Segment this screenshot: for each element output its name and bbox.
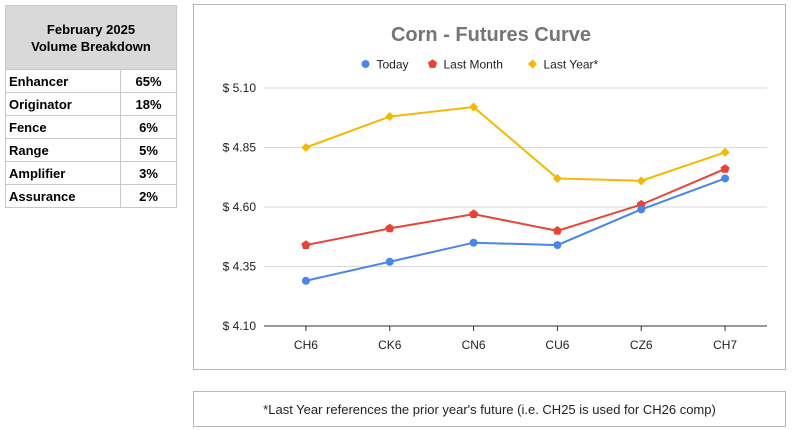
series-line [305,105,726,182]
x-axis: CH6 CK6 CN6 CU6 CZ6 CH7 [294,326,737,352]
legend-label: Last Year* [544,58,599,72]
series-line [305,167,726,247]
row-label: Range [5,138,121,162]
legend-item: Last Month [427,58,503,72]
chart-canvas: Corn - Futures Curve Today Last Month Last… [223,24,767,352]
data-point [637,205,646,214]
chart-legend: Today Last Month Last Year* [361,58,599,72]
table-row: Assurance 2% [5,184,177,208]
legend-marker [427,59,438,68]
row-label: Amplifier [5,161,121,185]
chart-series [301,102,730,285]
row-value: 18% [120,92,177,116]
data-point [385,257,394,266]
data-point [385,112,395,122]
legend-item: Last Year* [528,58,599,72]
x-tick-label: CH6 [294,338,318,352]
x-tick-label: CN6 [462,338,486,352]
legend-label: Today [377,58,409,72]
data-point [301,276,310,285]
chart-grid [264,87,767,327]
row-value: 65% [120,69,177,93]
futures-curve-chart: Corn - Futures Curve Today Last Month Last… [193,4,786,370]
y-tick-label: $ 4.10 [223,319,257,333]
row-value: 5% [120,138,177,162]
y-tick-label: $ 4.35 [223,260,257,274]
row-value: 3% [120,161,177,185]
data-point [469,102,479,112]
legend-item: Today [361,58,409,72]
table-row: Enhancer 65% [5,69,177,93]
y-axis: $ 4.10 $ 4.35 $ 4.60 $ 4.85 $ 5.10 [223,81,257,333]
row-label: Assurance [5,184,121,208]
legend-label: Last Month [444,58,503,72]
data-point [553,241,562,250]
data-point [720,164,730,173]
table-row: Range 5% [5,138,177,162]
data-point [301,143,311,152]
y-tick-label: $ 4.60 [223,200,257,214]
series-last-year [301,102,730,186]
table-row: Amplifier 3% [5,161,177,185]
row-label: Enhancer [5,69,121,93]
volume-breakdown-table: February 2025 Volume Breakdown Enhancer … [5,5,177,208]
volume-table-header-line1: February 2025 [46,21,136,37]
row-value: 2% [120,184,177,208]
footnote: *Last Year references the prior year's f… [193,391,786,427]
data-point [720,147,730,157]
data-point [552,226,562,235]
y-tick-label: $ 4.85 [223,141,257,155]
table-row: Fence 6% [5,115,177,139]
data-point [469,209,479,219]
chart-title: Corn - Futures Curve [391,24,591,46]
data-point [552,173,562,183]
volume-table-header-line2: Volume Breakdown [31,38,151,54]
row-label: Fence [5,115,121,139]
row-label: Originator [5,92,121,116]
x-tick-label: CZ6 [630,338,653,352]
data-point [721,174,730,183]
x-tick-label: CK6 [378,338,402,352]
legend-marker [528,59,537,69]
legend-marker [361,60,370,68]
data-point [636,176,646,186]
y-tick-label: $ 5.10 [223,81,257,95]
x-tick-label: CU6 [545,338,569,352]
volume-table-header: February 2025 Volume Breakdown [5,5,177,70]
data-point [385,223,395,233]
table-row: Originator 18% [5,92,177,116]
data-point [469,238,478,247]
data-point [301,240,311,249]
series-today [301,174,730,285]
series-line [305,177,726,282]
x-tick-label: CH7 [713,338,737,352]
row-value: 6% [120,115,177,139]
